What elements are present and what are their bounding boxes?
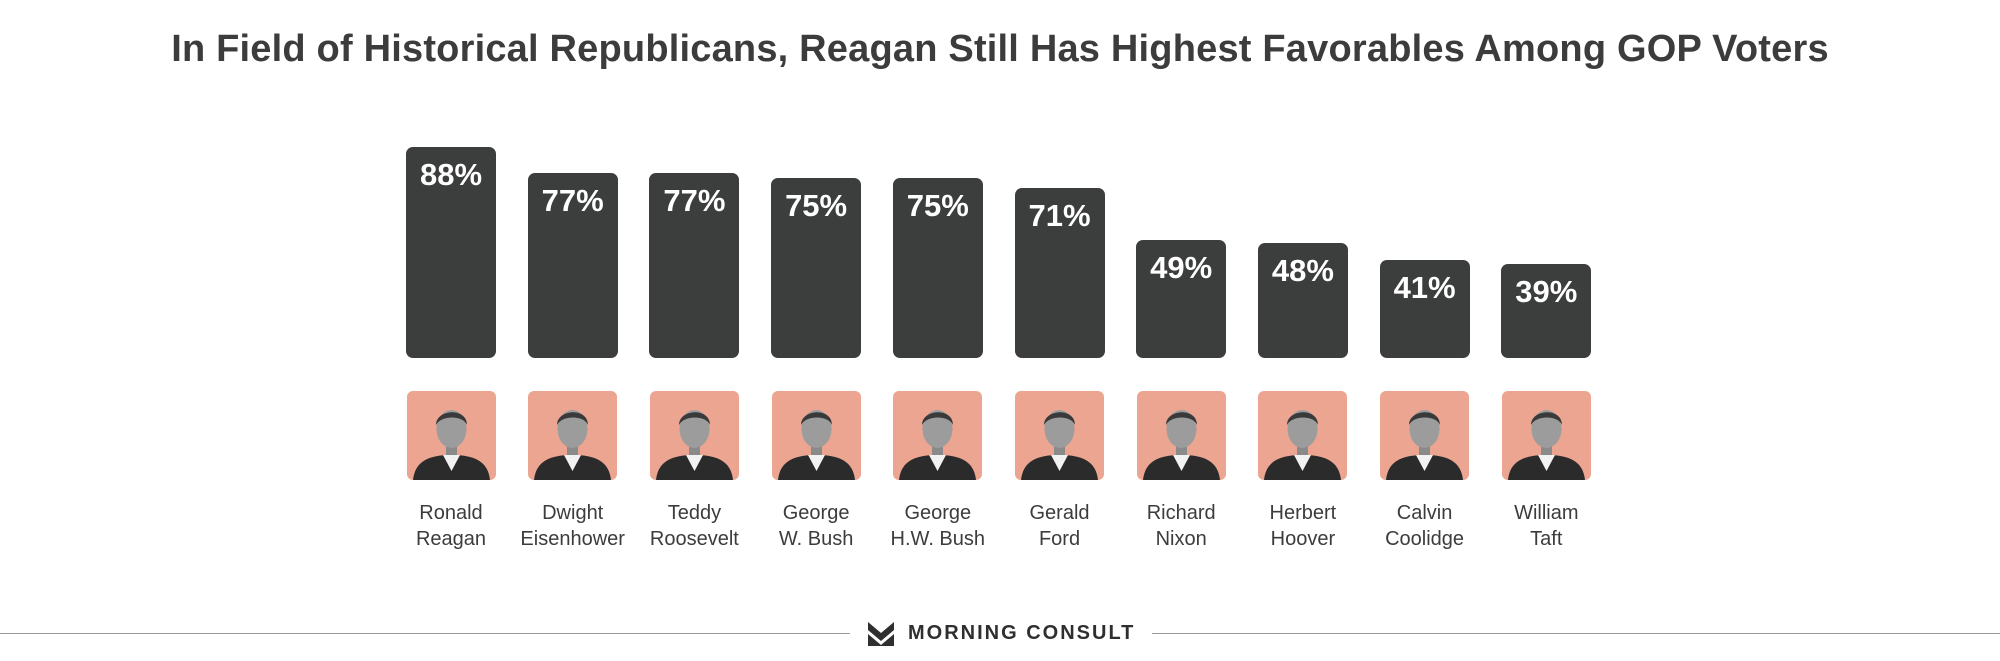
- brand: MORNING CONSULT: [866, 617, 1135, 649]
- category-label: Ronald Reagan: [386, 500, 516, 552]
- category-label: Richard Nixon: [1116, 500, 1246, 552]
- portrait-photo: [649, 391, 739, 480]
- category-label: George W. Bush: [751, 500, 881, 552]
- category-label: Teddy Roosevelt: [629, 500, 759, 552]
- bar: 71%: [1014, 187, 1105, 358]
- category-label-line: W. Bush: [778, 528, 854, 550]
- category-label-line: Roosevelt: [649, 528, 739, 550]
- bar-value-label: 77%: [541, 183, 604, 219]
- bar-value-label: 49%: [1150, 250, 1213, 286]
- person-icon: [1142, 410, 1220, 480]
- category-label-line: Ford: [1038, 528, 1081, 550]
- portrait-photo: [528, 391, 618, 480]
- bar: 88%: [406, 146, 496, 358]
- portrait-photo: [1136, 391, 1226, 480]
- portrait-photo: [1501, 391, 1591, 480]
- category-label-line: Herbert: [1269, 502, 1337, 524]
- bar-value-label: 41%: [1393, 269, 1456, 305]
- category-label-line: George: [782, 502, 850, 524]
- brand-name: MORNING CONSULT: [908, 621, 1136, 644]
- bar-value-label: 77%: [663, 183, 726, 219]
- category-label-line: William: [1514, 502, 1579, 524]
- portrait-photo: [1258, 391, 1348, 480]
- person-icon: [655, 410, 733, 480]
- portrait-photo: [1015, 391, 1104, 480]
- category-label: Dwight Eisenhower: [508, 500, 638, 552]
- category-label-line: Taft: [1530, 528, 1563, 550]
- bar: 41%: [1379, 259, 1470, 358]
- bar-value-label: 48%: [1271, 252, 1334, 288]
- bar: 75%: [771, 178, 862, 358]
- person-icon: [412, 410, 490, 480]
- category-label: Herbert Hoover: [1238, 500, 1368, 552]
- category-label-line: Gerald: [1029, 502, 1090, 524]
- category-label-line: Coolidge: [1385, 528, 1465, 550]
- bar-value-label: 71%: [1028, 197, 1091, 233]
- chart-title: In Field of Historical Republicans, Reag…: [171, 28, 1829, 70]
- category-label-line: George: [904, 502, 972, 524]
- portrait-photo: [1380, 391, 1470, 480]
- category-label-line: Ronald: [419, 502, 483, 524]
- portrait-photo: [406, 391, 496, 480]
- portrait-photo: [771, 391, 861, 480]
- bar-value-label: 75%: [785, 188, 848, 223]
- category-label: William Taft: [1481, 500, 1611, 552]
- bar-value-label: 39%: [1515, 274, 1578, 310]
- category-label-line: Richard: [1146, 502, 1216, 524]
- category-label-line: Reagan: [415, 528, 487, 550]
- footer-divider-left: [0, 633, 850, 634]
- person-icon: [534, 410, 612, 480]
- person-icon: [1507, 410, 1585, 480]
- person-icon: [1386, 410, 1464, 480]
- category-label-line: H.W. Bush: [890, 528, 986, 550]
- category-label-line: Calvin: [1396, 502, 1453, 524]
- category-label: George H.W. Bush: [873, 500, 1003, 552]
- category-label-line: Nixon: [1155, 528, 1207, 550]
- bar: 75%: [892, 178, 983, 358]
- person-icon: [1021, 410, 1098, 480]
- person-icon: [899, 410, 977, 480]
- bar: 77%: [649, 173, 740, 358]
- person-icon: [777, 410, 855, 480]
- category-label-line: Eisenhower: [520, 528, 625, 550]
- category-label-line: Teddy: [667, 502, 722, 524]
- bar: 39%: [1501, 264, 1592, 358]
- bar: 77%: [527, 173, 618, 358]
- footer-divider-right: [1152, 633, 2000, 634]
- bar-value-label: 88%: [419, 156, 483, 192]
- bar: 49%: [1136, 240, 1227, 358]
- category-label-line: Hoover: [1270, 528, 1336, 550]
- bar-value-label: 75%: [906, 188, 969, 223]
- category-label-line: Dwight: [542, 502, 604, 524]
- bar: 48%: [1257, 242, 1348, 358]
- portrait-photo: [893, 391, 983, 480]
- morning-consult-logo-icon: [868, 622, 894, 646]
- person-icon: [1264, 410, 1342, 480]
- category-label: Gerald Ford: [995, 500, 1125, 552]
- category-label: Calvin Coolidge: [1360, 500, 1490, 552]
